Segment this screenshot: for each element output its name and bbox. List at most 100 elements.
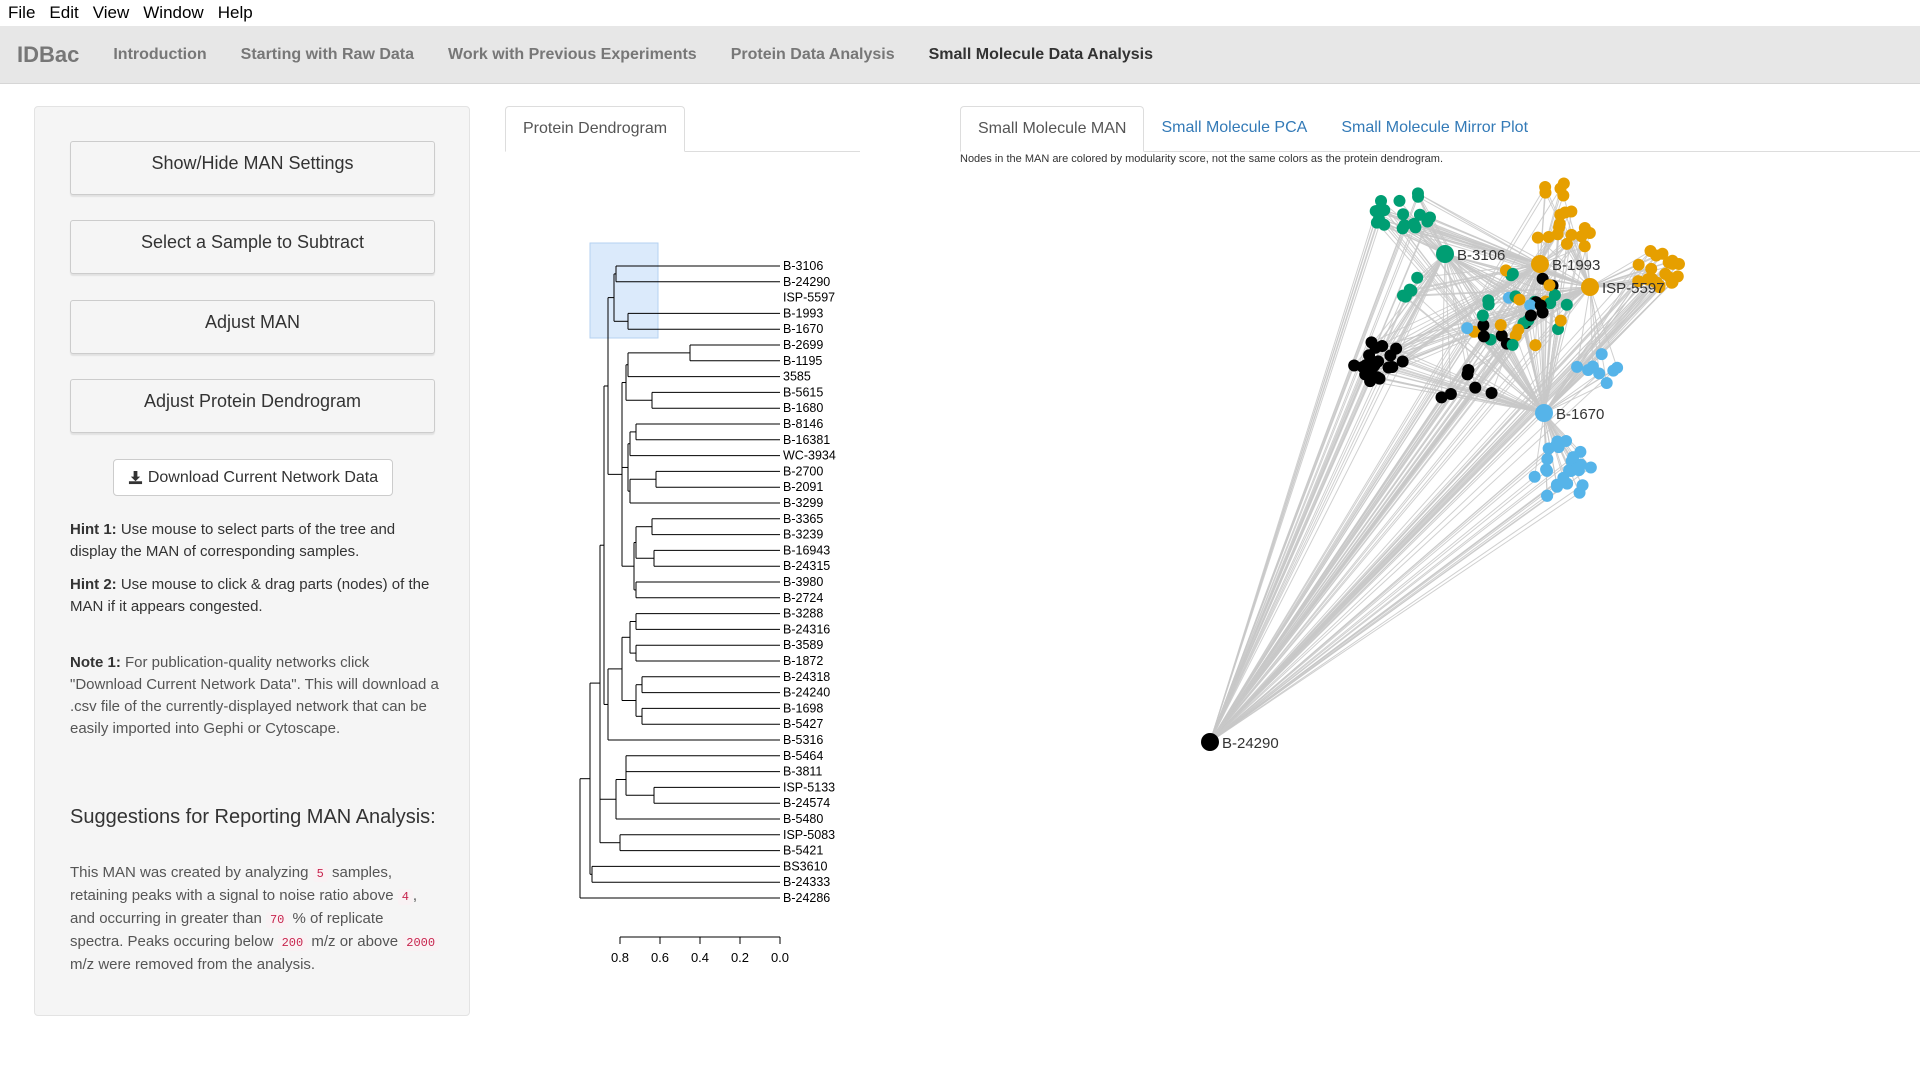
peak-node[interactable] (1469, 381, 1482, 394)
peak-node[interactable] (1365, 336, 1378, 349)
menu-view[interactable]: View (92, 3, 130, 22)
peak-node[interactable] (1554, 314, 1567, 327)
peak-node[interactable] (1382, 361, 1395, 374)
peak-node[interactable] (1485, 387, 1498, 400)
peak-node[interactable] (1650, 249, 1663, 262)
peak-node[interactable] (1632, 275, 1645, 288)
peak-node[interactable] (1659, 267, 1672, 280)
tab-small-molecule-pca[interactable]: Small Molecule PCA (1161, 119, 1308, 136)
peak-node[interactable] (1574, 445, 1587, 458)
peak-node[interactable] (1559, 206, 1572, 219)
nav-protein-analysis[interactable]: Protein Data Analysis (730, 45, 895, 63)
peak-node[interactable] (1482, 298, 1495, 311)
adjust-dendrogram-button[interactable]: Adjust Protein Dendrogram (70, 379, 435, 433)
sample-node[interactable] (1201, 733, 1219, 751)
menu-window[interactable]: Window (143, 3, 204, 22)
peak-node[interactable] (1411, 271, 1424, 284)
peak-node[interactable] (1407, 217, 1420, 230)
download-network-button[interactable]: Download Current Network Data (113, 459, 393, 496)
peak-node[interactable] (1560, 434, 1573, 447)
peak-node[interactable] (1571, 360, 1584, 373)
peak-node[interactable] (1397, 208, 1410, 221)
select-sample-subtract-button[interactable]: Select a Sample to Subtract (70, 220, 435, 274)
adjust-man-button[interactable]: Adjust MAN (70, 300, 435, 354)
peak-node[interactable] (1534, 299, 1547, 312)
peak-node[interactable] (1593, 367, 1606, 380)
tab-small-molecule-man[interactable]: Small Molecule MAN (960, 106, 1145, 152)
peak-node[interactable] (1512, 323, 1525, 336)
peak-node[interactable] (1539, 186, 1552, 199)
peak-node[interactable] (1411, 187, 1424, 200)
peak-node[interactable] (1372, 204, 1385, 217)
peak-node[interactable] (1560, 237, 1573, 250)
peak-node[interactable] (1364, 375, 1377, 388)
show-hide-man-settings-button[interactable]: Show/Hide MAN Settings (70, 141, 435, 195)
nav-raw-data[interactable]: Starting with Raw Data (240, 45, 415, 63)
peak-node[interactable] (1645, 262, 1658, 275)
peak-node[interactable] (1372, 355, 1385, 368)
peak-node[interactable] (1570, 462, 1583, 475)
menu-edit[interactable]: Edit (49, 3, 79, 22)
peak-node[interactable] (1632, 258, 1645, 271)
peak-node[interactable] (1548, 289, 1561, 302)
peak-node[interactable] (1376, 339, 1389, 352)
peak-node[interactable] (1531, 231, 1544, 244)
tab-small-molecule-mirror-plot[interactable]: Small Molecule Mirror Plot (1341, 119, 1529, 136)
peak-node[interactable] (1595, 348, 1608, 361)
peak-node[interactable] (1551, 228, 1564, 241)
peak-node[interactable] (1378, 218, 1391, 231)
peak-node[interactable] (1398, 219, 1411, 232)
peak-node[interactable] (1528, 470, 1541, 483)
selection-brush[interactable] (589, 242, 659, 339)
peak-node[interactable] (1495, 329, 1508, 342)
peak-node[interactable] (1573, 486, 1586, 499)
brand-logo[interactable]: IDBac (17, 41, 80, 67)
peak-node[interactable] (1444, 387, 1457, 400)
sample-node[interactable] (1436, 245, 1454, 263)
peak-node[interactable] (1494, 319, 1507, 332)
nav-small-molecule-analysis[interactable]: Small Molecule Data Analysis (928, 45, 1153, 63)
peak-node[interactable] (1393, 194, 1406, 207)
menu-file[interactable]: File (8, 3, 36, 22)
tab-protein-dendrogram[interactable]: Protein Dendrogram (505, 106, 686, 152)
peak-node[interactable] (1557, 177, 1570, 190)
peak-node[interactable] (1565, 228, 1578, 241)
peak-node[interactable] (1662, 256, 1675, 269)
peak-node[interactable] (1600, 377, 1613, 390)
sample-node[interactable] (1531, 255, 1549, 273)
peak-node[interactable] (1373, 372, 1386, 385)
peak-node[interactable] (1524, 309, 1537, 322)
peak-node[interactable] (1435, 391, 1448, 404)
peak-node[interactable] (1513, 293, 1526, 306)
peak-node[interactable] (1396, 355, 1409, 368)
sample-node[interactable] (1535, 404, 1553, 422)
peak-node[interactable] (1476, 309, 1489, 322)
peak-node[interactable] (1413, 208, 1426, 221)
peak-node[interactable] (1461, 322, 1474, 335)
sample-node[interactable] (1581, 278, 1599, 296)
peak-node[interactable] (1584, 461, 1597, 474)
peak-node[interactable] (1529, 339, 1542, 352)
peak-node[interactable] (1477, 330, 1490, 343)
peak-node[interactable] (1560, 298, 1573, 311)
peak-node[interactable] (1551, 435, 1564, 448)
peak-node[interactable] (1542, 231, 1555, 244)
peak-node[interactable] (1665, 276, 1678, 289)
menu-help[interactable]: Help (217, 3, 253, 22)
peak-node[interactable] (1375, 195, 1388, 208)
peak-node[interactable] (1506, 267, 1519, 280)
nav-previous-experiments[interactable]: Work with Previous Experiments (448, 45, 697, 63)
peak-node[interactable] (1384, 349, 1397, 362)
peak-node[interactable] (1646, 273, 1659, 286)
nav-introduction[interactable]: Introduction (113, 45, 207, 63)
peak-node[interactable] (1543, 279, 1556, 292)
peak-node[interactable] (1405, 284, 1418, 297)
peak-node[interactable] (1541, 489, 1554, 502)
peak-node[interactable] (1553, 217, 1566, 230)
peak-node[interactable] (1461, 368, 1474, 381)
peak-node[interactable] (1506, 338, 1519, 351)
peak-node[interactable] (1578, 240, 1591, 253)
peak-node[interactable] (1541, 464, 1554, 477)
